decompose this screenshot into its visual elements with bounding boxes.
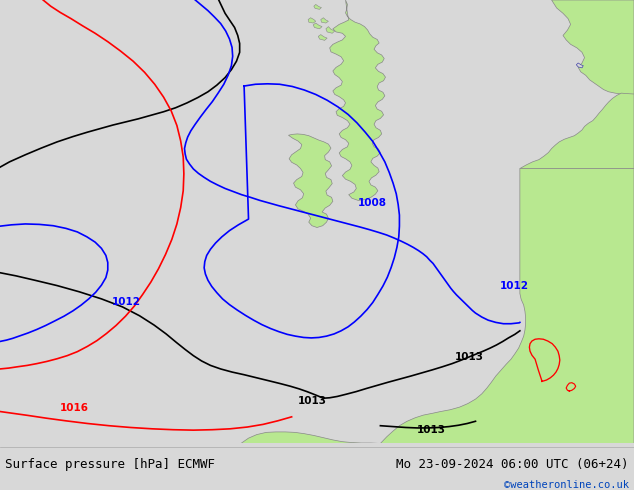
Text: 1013: 1013 [417, 425, 446, 435]
Polygon shape [241, 432, 380, 443]
Polygon shape [552, 0, 634, 95]
Polygon shape [313, 23, 322, 29]
Polygon shape [576, 63, 583, 68]
Text: 1013: 1013 [455, 352, 484, 363]
Text: 1013: 1013 [298, 396, 327, 406]
Polygon shape [314, 4, 321, 9]
Polygon shape [380, 169, 634, 443]
Polygon shape [520, 93, 634, 169]
Polygon shape [321, 18, 328, 23]
Polygon shape [288, 134, 333, 227]
Polygon shape [308, 18, 316, 23]
Text: Mo 23-09-2024 06:00 UTC (06+24): Mo 23-09-2024 06:00 UTC (06+24) [396, 458, 629, 471]
Text: 1008: 1008 [358, 198, 387, 208]
Text: Surface pressure [hPa] ECMWF: Surface pressure [hPa] ECMWF [5, 458, 215, 471]
Text: 1012: 1012 [112, 296, 141, 307]
Polygon shape [330, 0, 385, 200]
Text: ©weatheronline.co.uk: ©weatheronline.co.uk [504, 480, 629, 490]
Polygon shape [318, 35, 327, 40]
Polygon shape [326, 26, 335, 33]
Text: 1016: 1016 [60, 403, 89, 413]
Text: 1012: 1012 [500, 281, 529, 291]
